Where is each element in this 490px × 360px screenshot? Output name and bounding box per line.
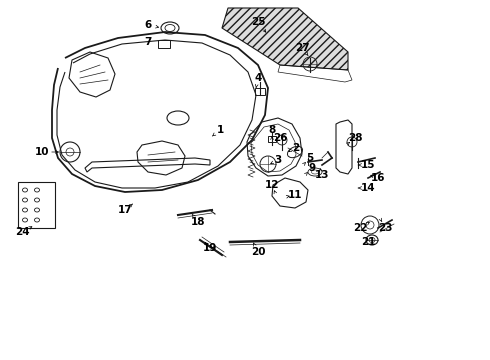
Text: 24: 24: [15, 227, 29, 237]
Text: 6: 6: [145, 20, 151, 30]
Text: 23: 23: [378, 223, 392, 233]
Text: 1: 1: [217, 125, 223, 135]
Text: 10: 10: [35, 147, 49, 157]
Polygon shape: [222, 8, 348, 70]
Text: 20: 20: [251, 247, 265, 257]
Text: 17: 17: [118, 205, 132, 215]
Text: 7: 7: [145, 37, 152, 47]
Text: 18: 18: [191, 217, 205, 227]
Text: 2: 2: [293, 143, 299, 153]
Text: 14: 14: [361, 183, 375, 193]
Text: 8: 8: [269, 125, 275, 135]
Text: 26: 26: [273, 133, 287, 143]
Text: 13: 13: [315, 170, 329, 180]
Bar: [255, 88, 265, 95]
Text: 25: 25: [251, 17, 265, 27]
Bar: [268, 136, 276, 142]
Text: 11: 11: [288, 190, 302, 200]
Text: 9: 9: [308, 163, 316, 173]
Text: 5: 5: [306, 153, 314, 163]
Text: 4: 4: [254, 73, 262, 83]
Text: 15: 15: [361, 160, 375, 170]
Text: 22: 22: [353, 223, 367, 233]
Text: 12: 12: [265, 180, 279, 190]
Bar: [158, 40, 170, 48]
Text: 27: 27: [294, 43, 309, 53]
Text: 28: 28: [348, 133, 362, 143]
Text: 19: 19: [203, 243, 217, 253]
Text: 21: 21: [361, 237, 375, 247]
Text: 16: 16: [371, 173, 385, 183]
Text: 3: 3: [274, 155, 282, 165]
